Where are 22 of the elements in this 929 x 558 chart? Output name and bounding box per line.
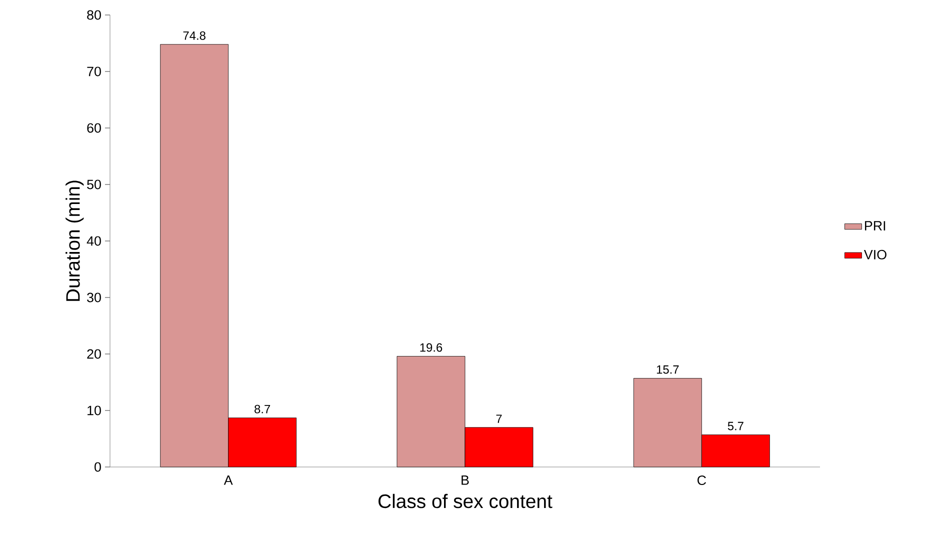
x-tick-label: B bbox=[462, 476, 469, 485]
data-label: 74.8 bbox=[183, 31, 206, 40]
y-tick-label: 70 bbox=[87, 66, 101, 76]
y-tick-label: 10 bbox=[88, 406, 101, 416]
legend-label: PRI bbox=[865, 221, 886, 230]
data-label: 15.7 bbox=[656, 365, 679, 374]
x-tick-label: A bbox=[224, 476, 233, 485]
x-tick-label: C bbox=[698, 476, 706, 486]
x-axis-title: Class of sex content bbox=[378, 494, 552, 508]
y-tick-label: 30 bbox=[87, 292, 101, 302]
y-tick-label: 20 bbox=[87, 349, 101, 359]
legend-label: VIO bbox=[864, 250, 886, 260]
y-tick-label: 0 bbox=[94, 462, 101, 472]
y-tick-label: 60 bbox=[87, 123, 101, 133]
y-tick-label: 50 bbox=[87, 180, 101, 190]
data-label: 8.7 bbox=[254, 404, 270, 414]
y-tick-label: 80 bbox=[87, 10, 101, 20]
y-tick-label: 40 bbox=[86, 236, 101, 246]
data-label: 19.6 bbox=[420, 343, 442, 352]
y-axis-title: Duration (min) bbox=[66, 180, 84, 301]
data-label: 5.7 bbox=[728, 422, 744, 430]
data-label: 7 bbox=[496, 414, 502, 423]
